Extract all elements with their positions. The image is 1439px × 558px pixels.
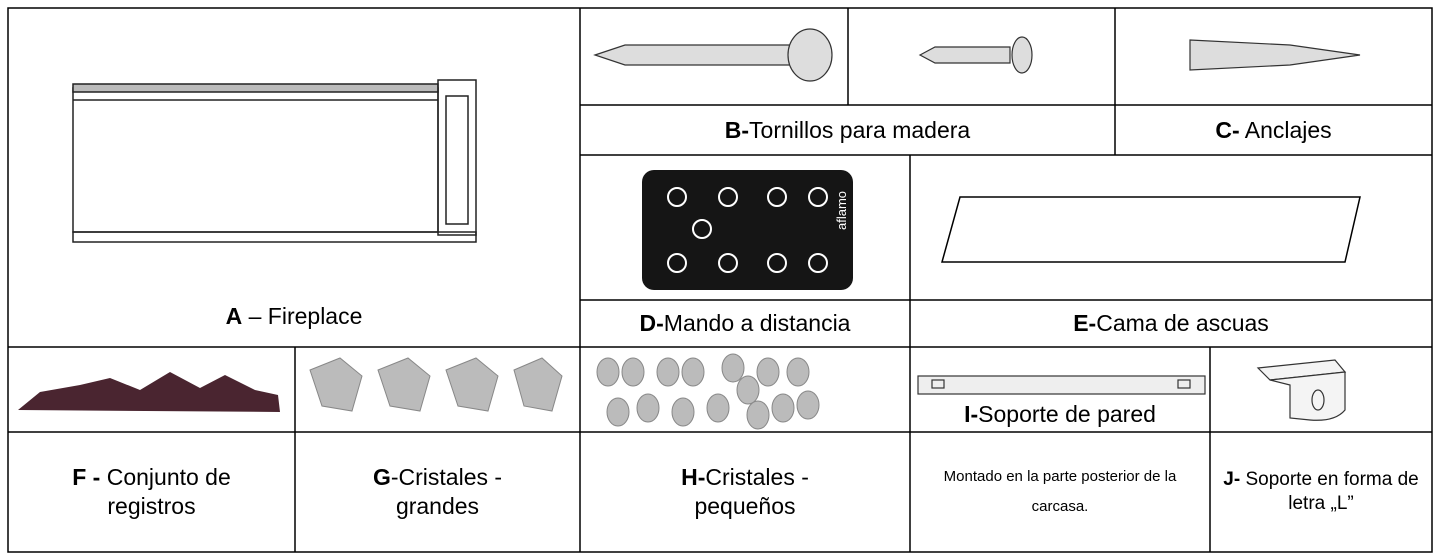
letter: G	[372, 464, 391, 491]
fireplace-image	[72, 79, 477, 243]
label-h: H-Cristales - pequeños	[580, 432, 910, 552]
letter: H-	[681, 464, 706, 491]
label-b: B-Tornillos para madera	[580, 105, 1115, 155]
note-text: Montado en la parte posterior de la carc…	[943, 468, 1177, 515]
label-text: – Fireplace	[242, 302, 363, 329]
letter: B-	[724, 116, 750, 143]
screw-images	[593, 28, 1361, 82]
letter: J-	[1223, 469, 1241, 491]
label-text: Mando a distancia	[663, 310, 851, 337]
label-a: A – Fireplace	[8, 285, 580, 347]
remote-image: aflamo	[642, 170, 853, 290]
note: Montado en la parte posterior de la carc…	[910, 432, 1210, 552]
remote-brand: aflamo	[834, 191, 849, 230]
label-text: Cristales - pequeños	[694, 464, 809, 519]
letter: I-	[964, 400, 979, 427]
label-f: F - Conjunto de registros	[8, 432, 295, 552]
label-c: C- Anclajes	[1115, 105, 1432, 155]
label-i: I-Soporte de pared	[910, 396, 1210, 432]
l-bracket-image	[1256, 359, 1347, 421]
label-j: J- Soporte en forma de letra „L”	[1210, 432, 1432, 552]
label-e: E-Cama de ascuas	[910, 300, 1432, 347]
letter: D-	[639, 310, 664, 337]
ember-bed-image	[941, 196, 1361, 263]
label-text: Anclajes	[1239, 116, 1332, 143]
letter: C-	[1215, 116, 1240, 143]
label-text: Soporte en forma de letra „L”	[1240, 469, 1419, 514]
log-image	[18, 372, 280, 412]
letter: E-	[1073, 310, 1097, 337]
wall-bracket-image	[917, 375, 1206, 395]
label-text: Conjunto de registros	[100, 464, 231, 519]
label-text: Tornillos para madera	[749, 116, 971, 143]
letter: A	[225, 302, 243, 329]
crystal-images	[309, 353, 820, 430]
label-d: D-Mando a distancia	[580, 300, 910, 347]
label-text: -Cristales - grandes	[390, 464, 503, 519]
label-g: G-Cristales - grandes	[295, 432, 580, 552]
letter: F -	[72, 464, 101, 491]
label-text: Soporte de pared	[978, 400, 1156, 427]
label-text: Cama de ascuas	[1096, 310, 1269, 337]
